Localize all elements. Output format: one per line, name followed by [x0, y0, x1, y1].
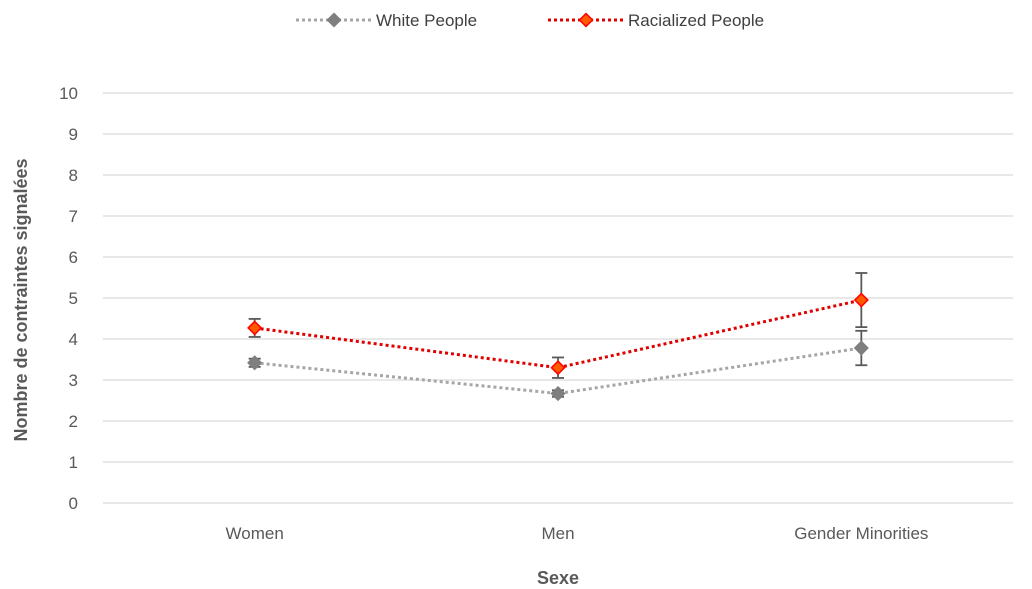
y-tick-label: 7	[69, 207, 78, 226]
data-point	[550, 385, 566, 402]
y-tick-label: 2	[69, 412, 78, 431]
x-axis-title: Sexe	[537, 568, 579, 588]
x-axis-ticks: Women Men Gender Minorities	[226, 524, 929, 543]
y-tick-label: 3	[69, 371, 78, 390]
data-point	[853, 292, 869, 308]
legend: White People Racialized People	[296, 11, 764, 30]
legend-item-white-people: White People	[296, 11, 477, 30]
x-tick-label: Men	[541, 524, 574, 543]
data-point	[550, 360, 566, 376]
legend-label: Racialized People	[628, 11, 764, 30]
y-axis-ticks: 0 1 2 3 4 5 6 7 8 9 10	[59, 84, 78, 513]
y-tick-label: 9	[69, 125, 78, 144]
series-white-people	[247, 329, 869, 402]
y-tick-label: 4	[69, 330, 78, 349]
data-point	[247, 320, 263, 336]
y-tick-label: 6	[69, 248, 78, 267]
y-tick-label: 1	[69, 453, 78, 472]
legend-item-racialized-people: Racialized People	[548, 11, 764, 30]
legend-label: White People	[376, 11, 477, 30]
series-layer	[247, 272, 869, 402]
y-axis-title: Nombre de contraintes signalées	[11, 158, 31, 441]
legend-marker	[578, 12, 594, 28]
y-tick-label: 0	[69, 494, 78, 513]
legend-marker	[326, 12, 342, 28]
y-tick-label: 5	[69, 289, 78, 308]
y-tick-label: 10	[59, 84, 78, 103]
data-point	[853, 340, 869, 356]
series-racialized-people	[247, 272, 869, 379]
x-tick-label: Women	[226, 524, 284, 543]
gridlines	[103, 92, 1013, 504]
y-tick-label: 8	[69, 166, 78, 185]
x-tick-label: Gender Minorities	[794, 524, 928, 543]
data-point	[247, 355, 263, 371]
